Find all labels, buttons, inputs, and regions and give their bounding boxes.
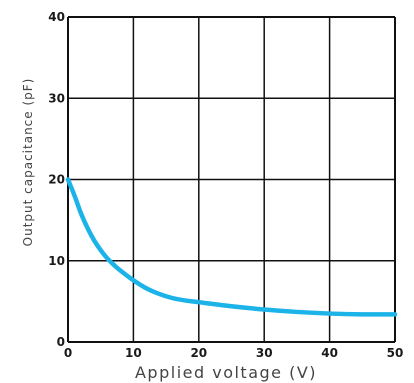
x-axis-label: Applied voltage (V) xyxy=(135,363,317,382)
y-tick-labels: 0 10 20 30 40 xyxy=(48,10,65,349)
x-tick-label: 50 xyxy=(387,346,404,360)
x-tick-label: 30 xyxy=(256,346,273,360)
x-tick-label: 20 xyxy=(190,346,207,360)
x-tick-labels: 0 10 20 30 40 50 xyxy=(64,346,404,360)
x-tick-label: 40 xyxy=(321,346,338,360)
grid xyxy=(67,16,396,343)
series-line-0 xyxy=(65,177,398,317)
x-tick-label: 0 xyxy=(64,346,72,360)
y-tick-label: 40 xyxy=(48,10,65,24)
series-layer xyxy=(65,177,398,317)
x-tick-label: 10 xyxy=(125,346,142,360)
y-tick-label: 10 xyxy=(48,254,65,268)
y-tick-label: 30 xyxy=(48,91,65,105)
y-axis-label: Output capacitance (pF) xyxy=(21,78,35,247)
y-tick-label: 0 xyxy=(57,335,65,349)
y-tick-label: 20 xyxy=(48,173,65,187)
